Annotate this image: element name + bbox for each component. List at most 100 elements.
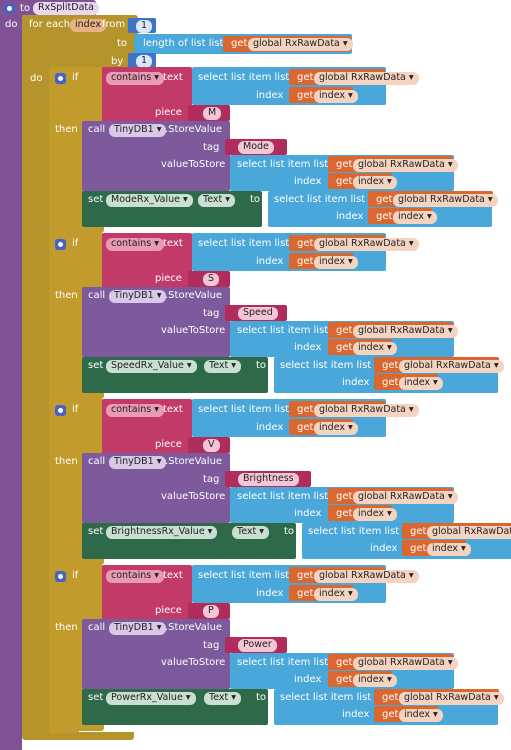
get-label: get	[297, 570, 314, 581]
index-var-dropdown[interactable]: index ▾	[399, 377, 443, 390]
if-mutator-icon[interactable]	[55, 239, 66, 250]
procedure-block[interactable]	[0, 0, 22, 750]
text-label: text	[163, 238, 183, 249]
select-list-item-label: select list item list	[308, 526, 400, 537]
if-block-bottom	[49, 393, 79, 401]
index-label: index	[256, 90, 284, 101]
get-label: get	[336, 674, 353, 685]
if-mutator-icon[interactable]	[55, 571, 66, 582]
foreach-var-field[interactable]: index	[70, 19, 106, 32]
piece-label: piece	[155, 107, 182, 118]
get-label: get	[297, 238, 314, 249]
select-list-item-label: select list item list	[237, 657, 329, 668]
set-label: set	[88, 526, 104, 537]
text-property-dropdown[interactable]: Text ▾	[198, 194, 236, 207]
index-var-dropdown[interactable]: index ▾	[314, 422, 358, 435]
foreach-bottom	[22, 732, 134, 740]
component-dropdown[interactable]: ModeRx_Value ▾	[106, 194, 193, 207]
foreach-label: for each	[29, 19, 71, 30]
text-property-dropdown[interactable]: Text ▾	[232, 526, 270, 539]
index-var-dropdown[interactable]: index ▾	[353, 342, 397, 355]
tag-text-value[interactable]: Speed	[238, 307, 278, 320]
foreach-from-label: from	[102, 19, 126, 30]
if-mutator-icon[interactable]	[55, 73, 66, 84]
component-dropdown[interactable]: BrightnessRx_Value ▾	[106, 526, 218, 539]
text-label: text	[163, 570, 183, 581]
select-list-item-label: select list item list	[198, 238, 290, 249]
piece-text-value[interactable]: V	[203, 439, 220, 452]
rxraw-var-dropdown[interactable]: global RxRawData ▾	[314, 570, 419, 583]
tag-label: tag	[203, 142, 220, 153]
index-label: index	[336, 211, 364, 222]
contains-dropdown[interactable]: contains ▾	[106, 238, 165, 251]
index-label: index	[342, 709, 370, 720]
tinydb-dropdown[interactable]: TinyDB1 ▾	[109, 124, 167, 137]
get-label: get	[336, 159, 353, 170]
procedure-mutator-icon[interactable]	[4, 3, 15, 14]
foreach-do-label: do	[30, 73, 43, 84]
tag-text-value[interactable]: Brightness	[238, 473, 299, 486]
if-mutator-icon[interactable]	[55, 405, 66, 416]
foreach-to-label: to	[117, 38, 128, 49]
component-dropdown[interactable]: SpeedRx_Value ▾	[106, 360, 197, 373]
rxraw-var-dropdown[interactable]: global RxRawData ▾	[427, 526, 511, 539]
storevalue-label: .StoreValue	[165, 622, 223, 633]
set-to-label: to	[284, 526, 295, 537]
set-to-label: to	[256, 360, 267, 371]
index-var-dropdown[interactable]: index ▾	[314, 256, 358, 269]
rxraw-var-dropdown[interactable]: global RxRawData ▾	[314, 72, 419, 85]
piece-text-value[interactable]: P	[203, 605, 219, 618]
rxraw-var-dropdown[interactable]: global RxRawData ▾	[399, 360, 504, 373]
get-label: get	[376, 194, 393, 205]
component-dropdown[interactable]: PowerRx_Value ▾	[106, 692, 196, 705]
contains-dropdown[interactable]: contains ▾	[106, 570, 165, 583]
set-label: set	[88, 194, 104, 205]
index-var-dropdown[interactable]: index ▾	[353, 176, 397, 189]
tinydb-dropdown[interactable]: TinyDB1 ▾	[109, 622, 167, 635]
set-to-label: to	[256, 692, 267, 703]
rxraw-var-dropdown[interactable]: global RxRawData ▾	[353, 159, 458, 172]
rxraw-var-dropdown[interactable]: global RxRawData ▾	[399, 692, 504, 705]
rxraw-var-dropdown[interactable]: global RxRawData ▾	[314, 238, 419, 251]
text-property-dropdown[interactable]: Text ▾	[204, 692, 242, 705]
rxraw-var-dropdown[interactable]: global RxRawData ▾	[353, 325, 458, 338]
piece-text-value[interactable]: M	[203, 107, 222, 120]
index-label: index	[294, 176, 322, 187]
rxraw-var-dropdown[interactable]: global RxRawData ▾	[314, 404, 419, 417]
get-label: get	[297, 72, 314, 83]
tinydb-dropdown[interactable]: TinyDB1 ▾	[109, 290, 167, 303]
contains-dropdown[interactable]: contains ▾	[106, 404, 165, 417]
call-label: call	[88, 622, 106, 633]
from-value[interactable]: 1	[136, 20, 153, 33]
storevalue-label: .StoreValue	[165, 124, 223, 135]
index-var-dropdown[interactable]: index ▾	[399, 709, 443, 722]
text-property-dropdown[interactable]: Text ▾	[204, 360, 242, 373]
tag-text-value[interactable]: Mode	[238, 141, 274, 154]
index-var-dropdown[interactable]: index ▾	[314, 90, 358, 103]
get-label: get	[297, 404, 314, 415]
tinydb-dropdown[interactable]: TinyDB1 ▾	[109, 456, 167, 469]
select-list-item-label: select list item list	[237, 325, 329, 336]
index-var-dropdown[interactable]: index ▾	[353, 674, 397, 687]
piece-label: piece	[155, 273, 182, 284]
index-var-dropdown[interactable]: index ▾	[353, 508, 397, 521]
get-label: get	[410, 543, 427, 554]
storevalue-label: .StoreValue	[165, 290, 223, 301]
index-var-dropdown[interactable]: index ▾	[314, 588, 358, 601]
tag-text-value[interactable]: Power	[238, 639, 277, 652]
by-value[interactable]: 1	[136, 55, 153, 68]
rxraw-var-dropdown[interactable]: global RxRawData ▾	[248, 38, 353, 51]
index-var-dropdown[interactable]: index ▾	[427, 543, 471, 556]
procedure-name-field[interactable]: RxSplitData	[33, 2, 99, 15]
rxraw-var-dropdown[interactable]: global RxRawData ▾	[393, 194, 498, 207]
select-list-item-label: select list item list	[198, 72, 290, 83]
contains-dropdown[interactable]: contains ▾	[106, 72, 165, 85]
select-list-item-label: select list item list	[280, 360, 372, 371]
if-block-bottom	[49, 227, 79, 235]
rxraw-var-dropdown[interactable]: global RxRawData ▾	[353, 491, 458, 504]
index-var-dropdown[interactable]: index ▾	[393, 211, 437, 224]
rxraw-var-dropdown[interactable]: global RxRawData ▾	[353, 657, 458, 670]
procedure-to-label: to	[20, 3, 31, 14]
index-label: index	[294, 508, 322, 519]
piece-text-value[interactable]: S	[203, 273, 220, 286]
